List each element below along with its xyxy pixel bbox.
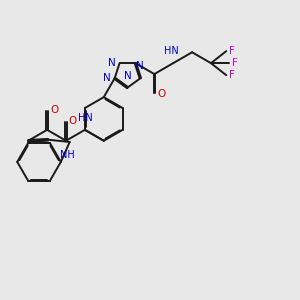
Text: O: O [69,116,77,126]
Text: N: N [136,61,144,71]
Text: HN: HN [164,46,178,56]
Text: F: F [229,70,235,80]
Text: F: F [232,58,238,68]
Text: O: O [157,88,165,99]
Text: F: F [229,46,235,56]
Text: N: N [108,58,116,68]
Text: O: O [50,105,58,115]
Text: NH: NH [60,150,75,160]
Text: N: N [124,71,131,81]
Text: HN: HN [77,113,92,123]
Text: N: N [103,73,111,83]
